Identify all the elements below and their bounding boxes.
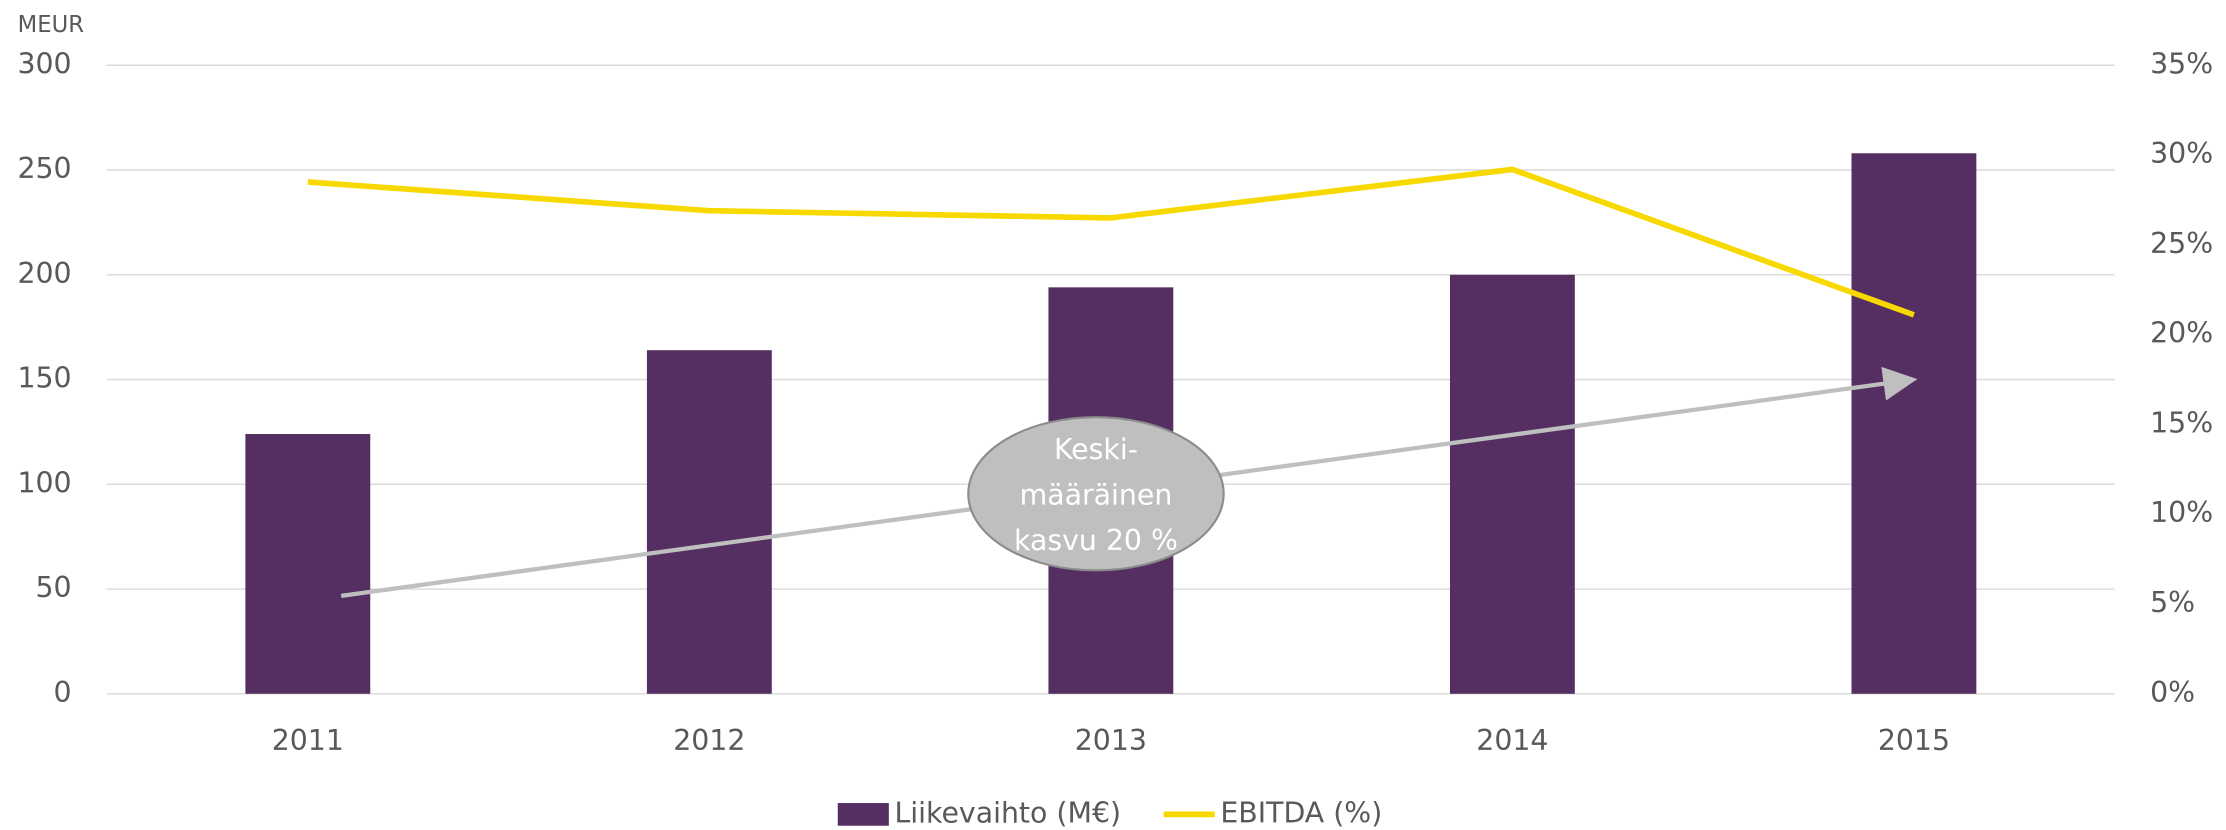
bar (646, 350, 772, 694)
y-tick-label: 200 (17, 257, 71, 290)
y-tick-label: 100 (17, 466, 71, 499)
y-tick-label: 250 (17, 152, 71, 185)
y2-tick-label: 25% (2150, 227, 2213, 260)
bar (1851, 153, 1977, 694)
y-tick-label: 0 (54, 676, 72, 709)
y-tick-label: 150 (17, 362, 71, 395)
bar (245, 434, 371, 694)
annotation-text: Keski- (1054, 433, 1138, 466)
legend-label: Liikevaihto (M€) (895, 796, 1122, 829)
bar (1449, 274, 1575, 694)
y-tick-label: 50 (36, 571, 72, 604)
y2-tick-label: 35% (2150, 47, 2213, 80)
line (307, 166, 1915, 318)
y-axis-label: MEUR (18, 12, 85, 38)
legend-swatch (837, 803, 889, 826)
y2-tick-label: 20% (2150, 317, 2213, 350)
x-tick-label: 2014 (1476, 724, 1548, 757)
y2-tick-label: 5% (2150, 586, 2195, 619)
annotation-bubble (967, 416, 1225, 572)
annotation-text: kasvu 20 % (1014, 524, 1178, 557)
x-tick-label: 2012 (673, 724, 745, 757)
x-tick-label: 2015 (1878, 724, 1950, 757)
x-tick-label: 2011 (272, 724, 344, 757)
y2-tick-label: 10% (2150, 496, 2213, 529)
y2-tick-label: 0% (2150, 676, 2195, 709)
y2-tick-label: 30% (2150, 137, 2213, 170)
x-tick-label: 2013 (1075, 724, 1147, 757)
legend-label: EBITDA (%) (1220, 796, 1382, 829)
y-tick-label: 300 (17, 47, 71, 80)
y2-tick-label: 15% (2150, 406, 2213, 439)
annotation-text: määräinen (1020, 479, 1173, 512)
